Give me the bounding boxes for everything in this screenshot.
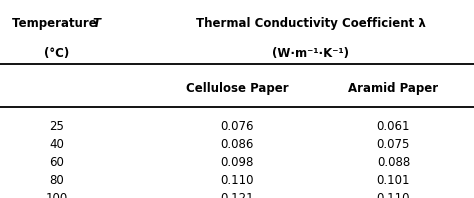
Text: 0.098: 0.098 bbox=[220, 156, 254, 169]
Text: 80: 80 bbox=[49, 174, 64, 187]
Text: 60: 60 bbox=[49, 156, 64, 169]
Text: 0.110: 0.110 bbox=[377, 191, 410, 198]
Text: 0.061: 0.061 bbox=[377, 120, 410, 133]
Text: Aramid Paper: Aramid Paper bbox=[348, 82, 438, 95]
Text: (W·m⁻¹·K⁻¹): (W·m⁻¹·K⁻¹) bbox=[272, 47, 349, 60]
Text: 40: 40 bbox=[49, 138, 64, 151]
Text: (°C): (°C) bbox=[44, 47, 70, 60]
Text: Thermal Conductivity Coefficient λ: Thermal Conductivity Coefficient λ bbox=[196, 17, 425, 30]
Text: 25: 25 bbox=[49, 120, 64, 133]
Text: T: T bbox=[92, 17, 100, 30]
Text: 0.076: 0.076 bbox=[220, 120, 254, 133]
Text: 0.110: 0.110 bbox=[220, 174, 254, 187]
Text: 0.121: 0.121 bbox=[220, 191, 254, 198]
Text: Temperature: Temperature bbox=[12, 17, 101, 30]
Text: 100: 100 bbox=[46, 191, 68, 198]
Text: Cellulose Paper: Cellulose Paper bbox=[186, 82, 288, 95]
Text: 0.075: 0.075 bbox=[377, 138, 410, 151]
Text: 0.086: 0.086 bbox=[220, 138, 254, 151]
Text: 0.101: 0.101 bbox=[377, 174, 410, 187]
Text: 0.088: 0.088 bbox=[377, 156, 410, 169]
